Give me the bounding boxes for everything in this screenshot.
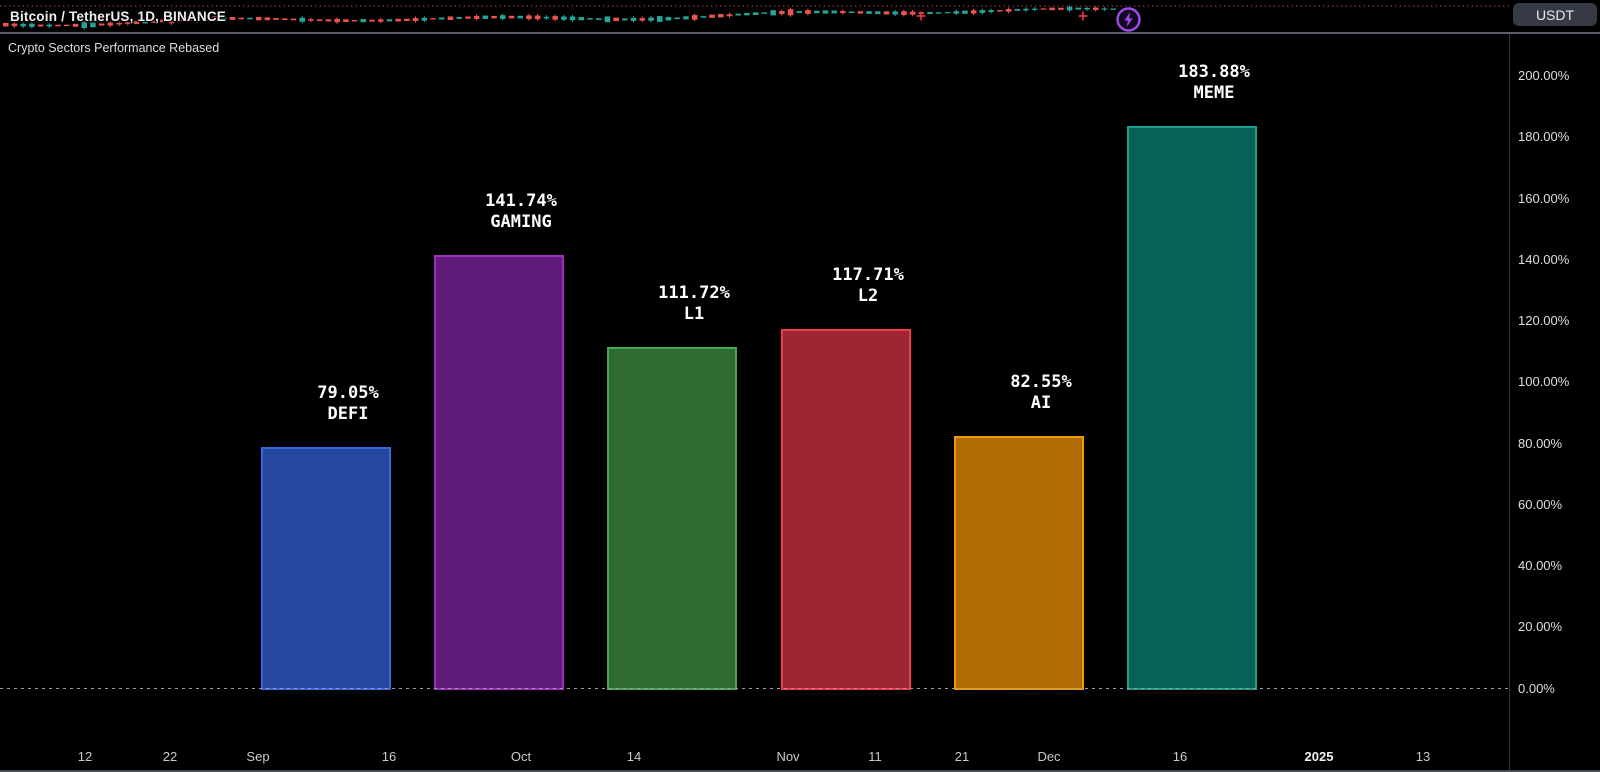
time-axis-tick: 16	[1172, 749, 1188, 764]
price-axis-border	[1509, 34, 1510, 772]
chart-pane[interactable]: 79.05% DEFI 141.74% GAMING 111.72% L1 117.7…	[0, 34, 1509, 730]
time-axis-tick: 13	[1415, 749, 1431, 764]
price-axis-tick: 100.00%	[1518, 374, 1570, 390]
bar-value-label: 79.05% DEFI	[317, 383, 379, 424]
time-axis-tick: Nov	[776, 749, 800, 764]
header-separator	[0, 32, 1600, 34]
price-axis-tick: 180.00%	[1518, 129, 1570, 145]
price-axis-tick: 0.00%	[1518, 680, 1555, 696]
time-axis-tick: Dec	[1037, 749, 1061, 764]
bar-ai[interactable]	[954, 436, 1084, 690]
time-axis-tick: 22	[162, 749, 178, 764]
bar-meme[interactable]	[1127, 126, 1257, 690]
lightning-icon[interactable]	[1115, 6, 1142, 33]
currency-button[interactable]: USDT	[1513, 3, 1597, 26]
bar-l2[interactable]	[781, 329, 911, 690]
time-axis-tick: 12	[77, 749, 93, 764]
price-axis-tick: 20.00%	[1518, 619, 1563, 635]
price-axis-tick: 80.00%	[1518, 435, 1563, 451]
bar-value-label: 183.88% MEME	[1178, 62, 1250, 103]
bar-value-label: 82.55% AI	[1010, 372, 1072, 413]
time-axis-tick: Sep	[246, 749, 270, 764]
time-axis-tick: 21	[954, 749, 970, 764]
indicator-title[interactable]: Crypto Sectors Performance Rebased	[8, 41, 220, 55]
time-axis-tick: 14	[626, 749, 642, 764]
bar-value-label: 117.71% L2	[832, 265, 904, 306]
symbol-title[interactable]: Bitcoin / TetherUS, 1D, BINANCE	[10, 9, 226, 24]
price-axis-tick: 140.00%	[1518, 251, 1570, 267]
bar-defi[interactable]	[261, 447, 391, 690]
bar-l1[interactable]	[607, 347, 737, 690]
bar-value-label: 141.74% GAMING	[485, 191, 557, 232]
time-axis-tick: 2025	[1304, 749, 1334, 764]
time-axis-tick: 16	[381, 749, 397, 764]
price-marker-icon	[916, 11, 926, 21]
price-axis-tick: 200.00%	[1518, 68, 1570, 83]
price-marker-icon	[1078, 11, 1088, 21]
price-candles-sparkline	[0, 5, 1509, 30]
bar-value-label: 111.72% L1	[658, 283, 730, 324]
price-axis-tick: 160.00%	[1518, 190, 1570, 206]
bottom-frame-line	[0, 770, 1600, 772]
time-axis[interactable]: 12 22 Sep 16 Oct 14 Nov 11 21 Dec 16 2025 13	[0, 730, 1600, 772]
price-axis-tick: 40.00%	[1518, 558, 1563, 573]
zero-baseline-dashed-line	[0, 688, 1509, 689]
bar-gaming[interactable]	[434, 255, 564, 690]
price-axis[interactable]: 200.00% 180.00% 160.00% 140.00% 120.00% 100.0…	[1510, 34, 1600, 772]
time-axis-tick: 11	[868, 749, 882, 764]
price-axis-tick: 120.00%	[1518, 313, 1570, 328]
time-axis-tick: Oct	[510, 749, 532, 764]
price-axis-tick: 60.00%	[1518, 496, 1563, 512]
